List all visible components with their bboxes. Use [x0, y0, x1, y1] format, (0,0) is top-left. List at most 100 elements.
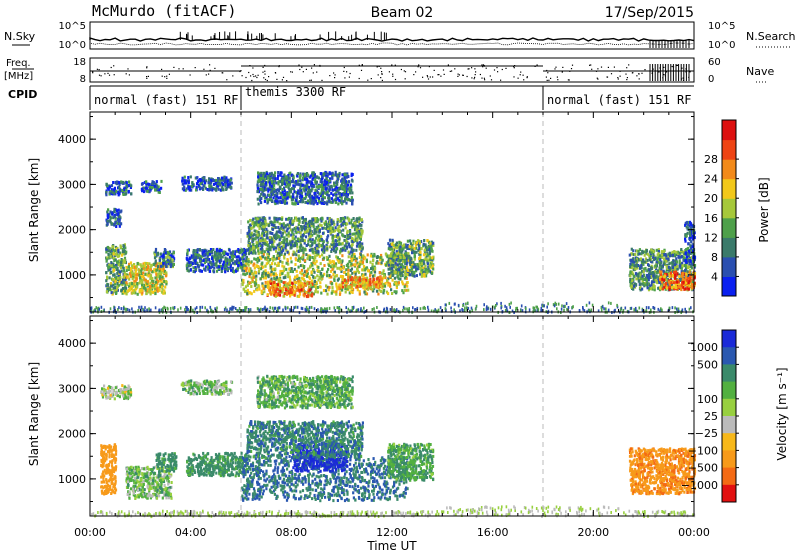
echo-cell	[122, 260, 125, 264]
echo-cell	[277, 257, 280, 260]
echo-cell	[321, 194, 324, 198]
echo-cell	[274, 246, 278, 250]
ground-scatter-cell	[557, 302, 560, 306]
ground-scatter-cell	[583, 309, 586, 313]
echo-cell	[139, 263, 142, 267]
echo-cell	[160, 285, 163, 289]
ground-scatter-cell	[206, 308, 208, 312]
echo-cell	[332, 273, 335, 276]
echo-cell	[296, 294, 299, 298]
echo-cell	[165, 271, 168, 275]
echo-cell	[142, 266, 145, 270]
echo-cell	[148, 262, 151, 266]
echo-cell	[107, 208, 110, 212]
nave-point	[302, 71, 304, 73]
echo-cell	[320, 238, 323, 241]
echo-cell	[335, 274, 338, 278]
echo-cell	[289, 228, 292, 232]
echo-cell	[188, 188, 191, 192]
echo-cell	[206, 255, 209, 259]
echo-cell	[320, 291, 323, 295]
echo-cell	[270, 277, 273, 281]
echo-cell	[279, 231, 282, 235]
echo-cell	[109, 250, 112, 254]
echo-cell	[297, 250, 300, 253]
echo-cell	[320, 201, 323, 205]
echo-cell	[358, 265, 361, 269]
echo-cell	[263, 178, 266, 181]
echo-cell	[329, 265, 333, 269]
echo-cell	[114, 258, 117, 262]
echo-cell	[339, 192, 342, 195]
echo-cell	[162, 267, 165, 271]
echo-cell	[108, 263, 111, 267]
echo-cell	[355, 224, 358, 228]
echo-cell	[251, 219, 254, 223]
echo-cell	[303, 270, 306, 274]
echo-cell	[345, 268, 348, 272]
echo-cell	[309, 188, 312, 192]
echo-cell	[310, 201, 313, 205]
echo-cell	[317, 224, 320, 228]
echo-cell	[278, 200, 281, 204]
ground-scatter-cell	[622, 309, 625, 312]
echo-cell	[346, 187, 349, 191]
echo-cell	[375, 289, 379, 293]
echo-cell	[333, 290, 336, 294]
echo-cell	[116, 286, 119, 290]
echo-cell	[326, 257, 330, 261]
nave-point	[513, 76, 515, 78]
echo-cell	[341, 278, 344, 281]
echo-cell	[198, 268, 201, 272]
echo-cell	[119, 244, 122, 248]
ground-scatter-cell	[359, 308, 362, 312]
echo-cell	[259, 250, 262, 254]
echo-cell	[281, 231, 284, 235]
echo-cell	[131, 277, 134, 281]
echo-cell	[218, 265, 221, 269]
echo-cell	[317, 265, 320, 269]
echo-cell	[371, 254, 374, 258]
echo-cell	[319, 223, 322, 227]
echo-cell	[217, 182, 220, 186]
ground-scatter-cell	[376, 306, 378, 309]
ground-scatter-cell	[439, 306, 442, 310]
nave-point	[467, 68, 469, 70]
echo-cell	[281, 228, 284, 232]
echo-cell	[237, 248, 240, 251]
echo-cell	[120, 259, 123, 263]
echo-cell	[300, 225, 303, 228]
echo-cell	[253, 257, 256, 261]
echo-cell	[107, 187, 110, 191]
ground-scatter-cell	[140, 308, 142, 312]
echo-cell	[114, 245, 118, 249]
echo-cell	[252, 245, 255, 248]
echo-cell	[210, 177, 213, 181]
echo-cell	[113, 209, 116, 213]
ground-scatter-cell	[226, 308, 228, 312]
echo-cell	[185, 264, 188, 268]
echo-cell	[187, 181, 190, 185]
nave-point	[482, 66, 484, 68]
echo-cell	[269, 231, 272, 235]
echo-cell	[258, 195, 261, 199]
nave-point	[98, 74, 101, 76]
nave-point	[264, 73, 266, 75]
echo-cell	[264, 256, 267, 260]
echo-cell	[295, 218, 298, 222]
echo-cell	[290, 246, 293, 250]
echo-cell	[140, 289, 143, 292]
ground-scatter-cell	[229, 307, 232, 311]
nave-point	[92, 71, 94, 73]
echo-cell	[205, 259, 208, 263]
echo-cell	[282, 238, 285, 242]
echo-cell	[362, 286, 365, 290]
echo-cell	[143, 278, 146, 282]
echo-cell	[301, 255, 304, 259]
echo-cell	[275, 293, 278, 297]
echo-cell	[220, 176, 224, 180]
echo-cell	[320, 177, 324, 181]
echo-cell	[259, 198, 262, 202]
echo-cell	[157, 267, 160, 271]
echo-cell	[272, 258, 275, 262]
